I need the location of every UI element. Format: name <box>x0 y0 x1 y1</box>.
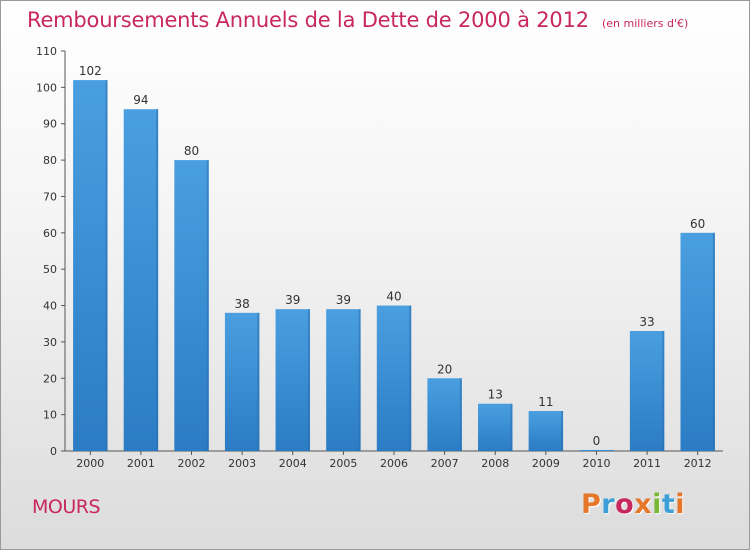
logo-letter: x <box>634 489 653 520</box>
y-tick-label: 50 <box>43 263 57 276</box>
x-tick-label: 2000 <box>76 457 104 470</box>
x-tick-label: 2003 <box>228 457 256 470</box>
x-tick-label: 2011 <box>633 457 661 470</box>
y-tick-label: 80 <box>43 154 57 167</box>
bar <box>528 411 564 451</box>
logo-letter: t <box>661 489 676 520</box>
bar-edge <box>712 232 715 451</box>
bar <box>73 80 108 451</box>
bar-edge <box>459 378 462 451</box>
commune-name: MOURS <box>32 496 101 518</box>
title-row: Remboursements Annuels de la Dette de 20… <box>27 8 688 32</box>
x-tick-label: 2005 <box>329 457 357 470</box>
x-tick-label: 2009 <box>532 457 560 470</box>
logo-letter: i <box>652 489 662 520</box>
data-label: 0 <box>593 434 601 448</box>
x-tick-label: 2001 <box>127 457 155 470</box>
x-tick-label: 2006 <box>380 457 408 470</box>
x-tick-label: 2010 <box>582 457 610 470</box>
bar-edge <box>156 109 159 451</box>
chart-subtitle: (en milliers d'€) <box>602 17 689 30</box>
proxiti-logo: Proxiti <box>581 489 685 520</box>
y-tick-label: 30 <box>43 336 57 349</box>
data-label: 39 <box>336 293 351 307</box>
x-tick-label: 2012 <box>684 457 712 470</box>
y-tick-label: 100 <box>36 81 57 94</box>
logo-letter: P <box>581 489 602 520</box>
data-label: 60 <box>690 217 705 231</box>
y-tick-label: 10 <box>43 409 57 422</box>
y-tick-label: 20 <box>43 372 57 385</box>
bar <box>224 312 260 451</box>
chart-title: Remboursements Annuels de la Dette de 20… <box>27 8 589 32</box>
logo-letter: r <box>601 489 616 520</box>
data-label: 38 <box>235 297 250 311</box>
data-label: 80 <box>184 144 199 158</box>
data-label: 39 <box>285 293 300 307</box>
bar <box>478 403 513 451</box>
data-label: 102 <box>79 64 102 78</box>
x-tick-label: 2004 <box>279 457 307 470</box>
bar-edge <box>307 309 310 451</box>
y-tick-label: 0 <box>50 445 57 458</box>
bar-edge <box>561 411 564 451</box>
y-tick-label: 90 <box>43 118 57 131</box>
bar-edge <box>409 305 412 451</box>
bar <box>680 232 715 451</box>
bar-edge <box>257 312 260 451</box>
data-labels: 102 94 80 38 39 39 40 20 13 11 0 33 60 <box>79 64 705 448</box>
logo-letter: i <box>675 489 686 520</box>
data-label: 40 <box>386 290 401 304</box>
y-tick-label: 60 <box>43 227 57 240</box>
bar-edge <box>662 331 665 451</box>
logo-letter: o <box>615 489 635 520</box>
x-tick-label: 2007 <box>431 457 459 470</box>
x-tick-label: 2008 <box>481 457 509 470</box>
y-tick-label: 40 <box>43 300 57 313</box>
bar-edge <box>510 403 513 451</box>
data-label: 33 <box>639 315 654 329</box>
bar <box>376 305 412 451</box>
bar <box>326 309 361 451</box>
data-label: 13 <box>488 388 503 402</box>
bars <box>73 80 715 451</box>
bar-edge <box>358 309 361 451</box>
bar <box>427 378 462 451</box>
bar <box>174 160 209 451</box>
x-tick-label: 2002 <box>178 457 206 470</box>
bar <box>629 331 665 451</box>
data-label: 11 <box>538 395 553 409</box>
bar-edge <box>611 450 614 451</box>
bar <box>579 450 614 451</box>
bar <box>275 309 310 451</box>
data-label: 94 <box>133 93 148 107</box>
bar-edge <box>105 80 108 451</box>
data-label: 20 <box>437 362 452 376</box>
y-tick-label: 110 <box>36 45 57 58</box>
bar <box>123 109 159 451</box>
bar-edge <box>206 160 209 451</box>
y-tick-label: 70 <box>43 190 57 203</box>
